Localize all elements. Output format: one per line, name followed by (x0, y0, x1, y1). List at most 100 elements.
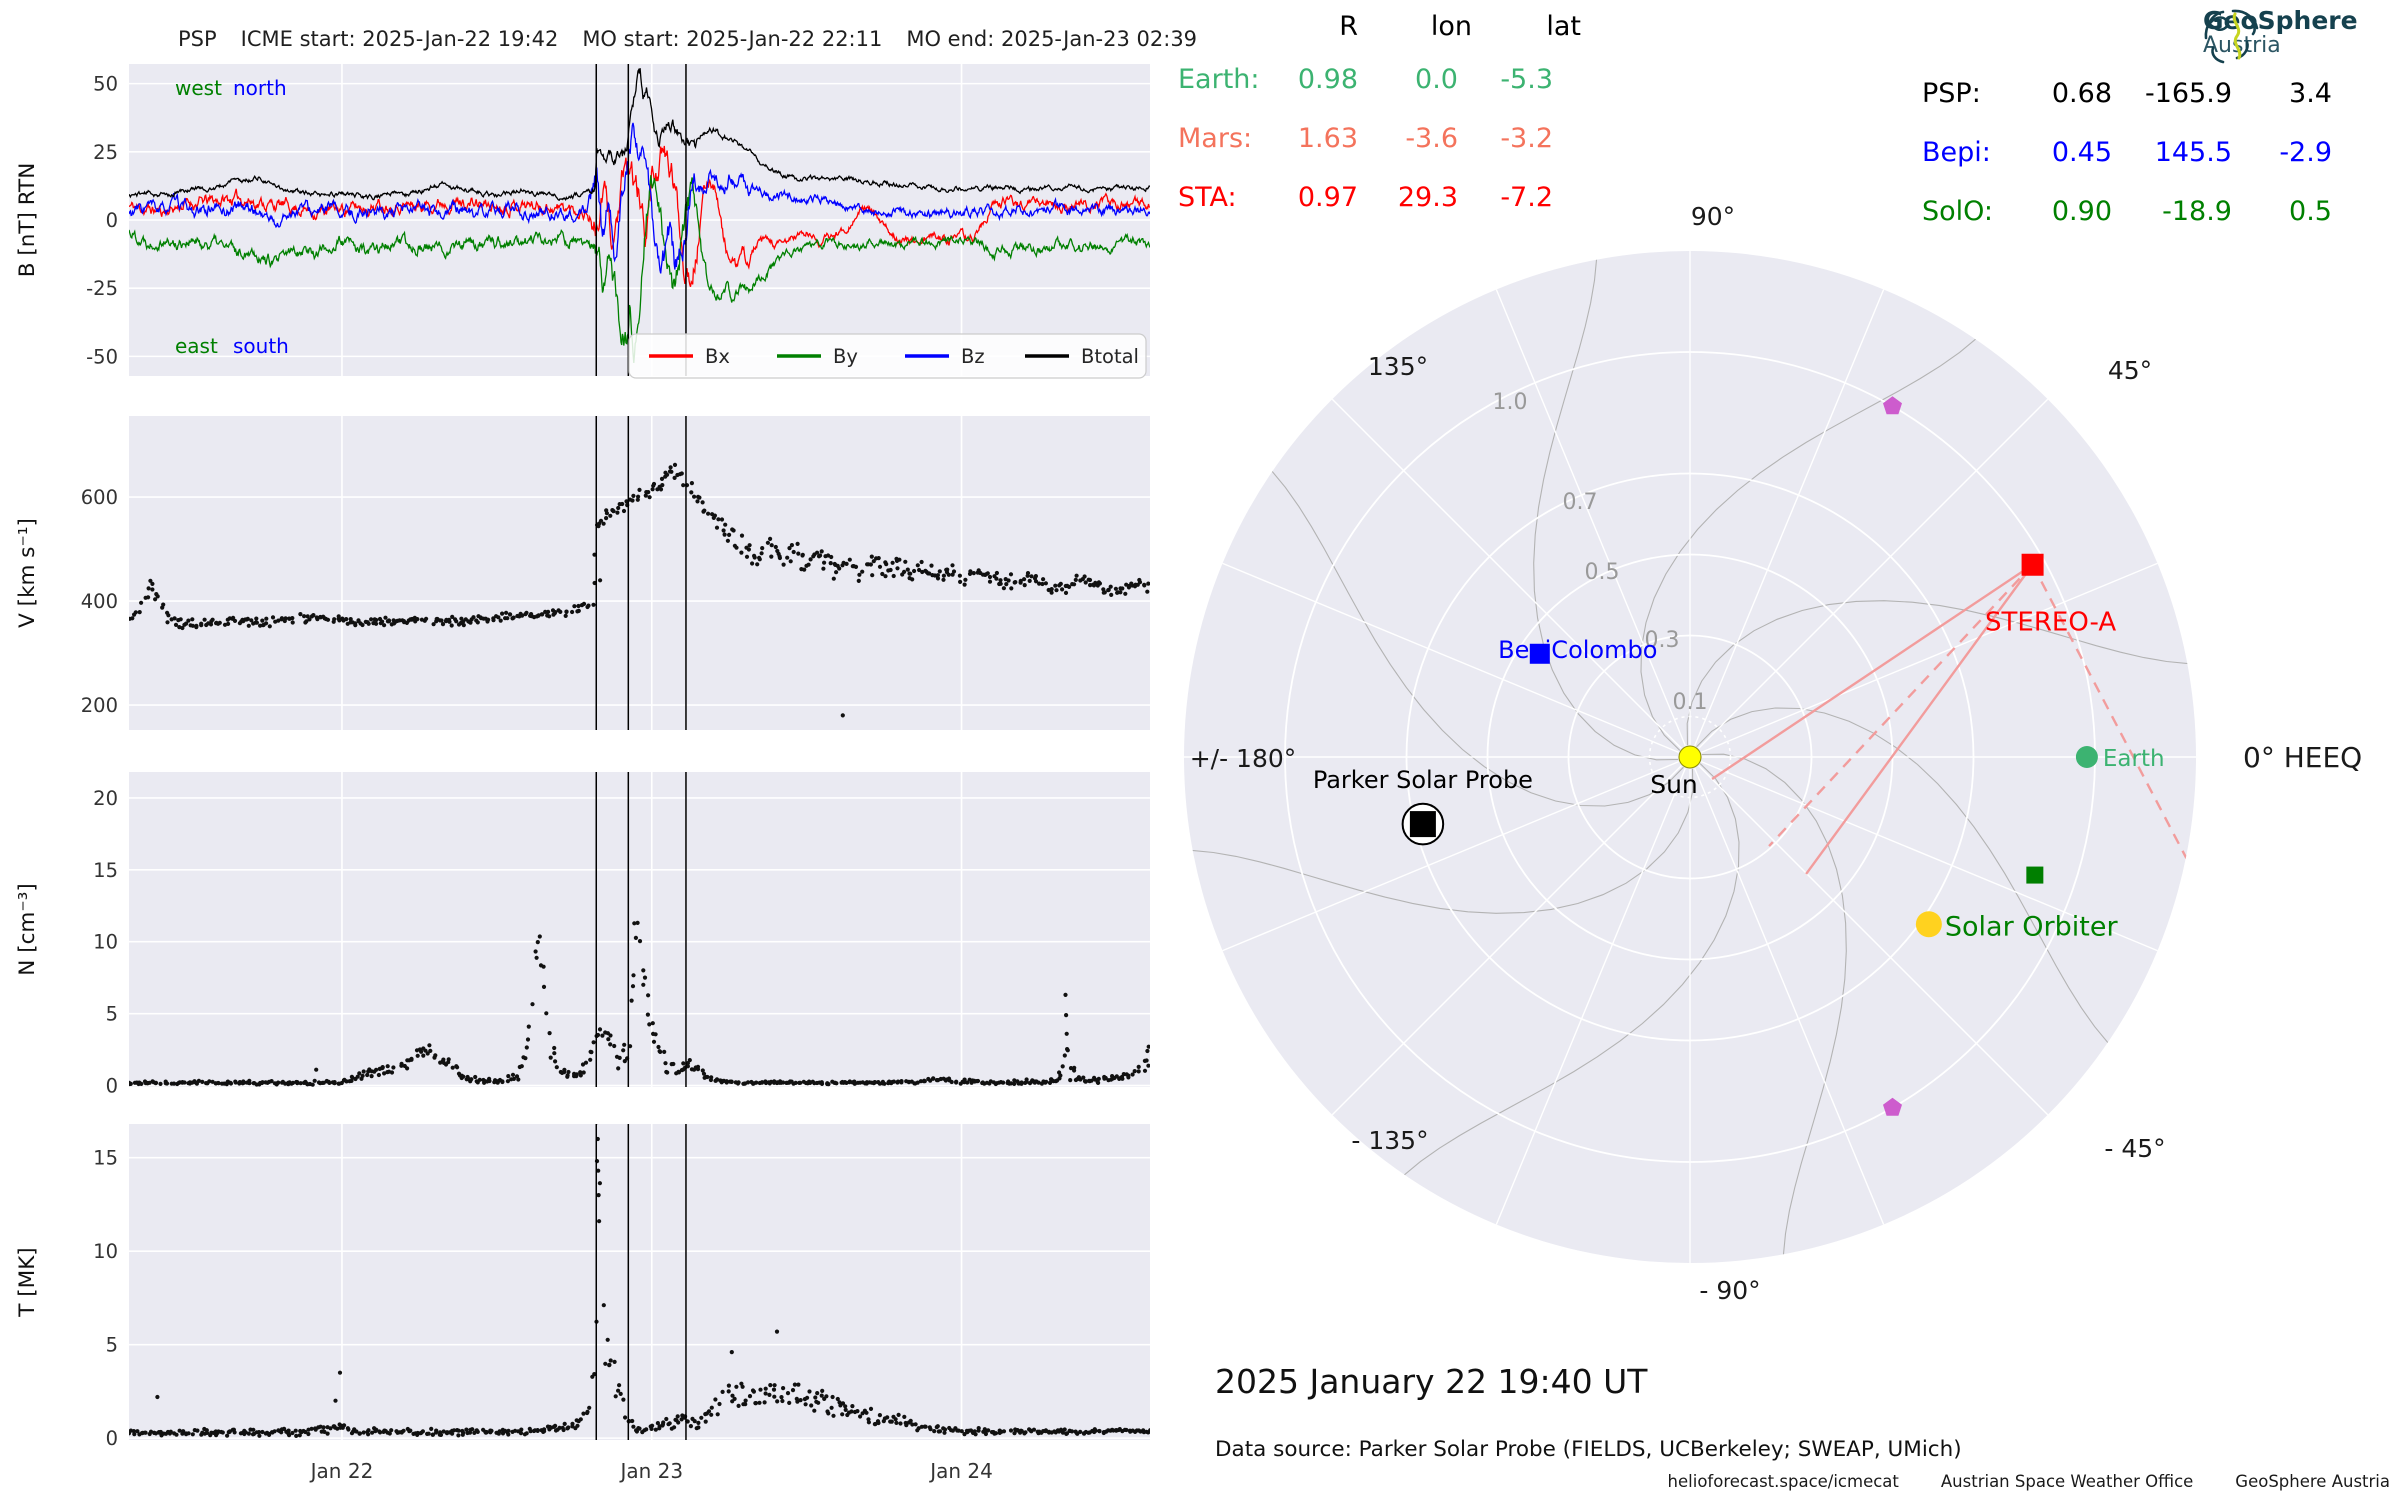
svg-text:10: 10 (93, 931, 118, 954)
title-psp: PSP (178, 27, 217, 51)
body-name: Mars: (1178, 123, 1253, 154)
svg-text:Jan 22: Jan 22 (309, 1459, 374, 1483)
panel-n-data (129, 920, 1150, 1087)
position-row-solo: SolO: 0.90 -18.9 0.5 (1922, 182, 2332, 241)
map-datetime-label: 2025 January 22 19:40 UT (1215, 1362, 1648, 1401)
logo-subtitle: Austria (2203, 33, 2281, 59)
body-r: 0.97 (1297, 182, 1358, 213)
panel-t: 0 5 10 15 T [MK] Jan 22 Jan 23 Jan 24 (15, 1124, 1150, 1483)
title-icme: ICME start: 2025-Jan-22 19:42 (240, 27, 559, 51)
panel-t-data (129, 1124, 1150, 1438)
body-l5-point (1883, 1097, 1902, 1116)
body-lon: -165.9 (2144, 78, 2232, 109)
body-bepicolombo: BepiColombo (1498, 636, 1657, 664)
position-row-mars: Mars: 1.63 -3.6 -3.2 (1178, 109, 1595, 168)
body-name: Earth: (1178, 64, 1260, 95)
body-r: 0.45 (2051, 137, 2112, 168)
heliosphere-map: 0.1 0.3 0.5 0.7 1.0 90° 45° 0° HEEQ - 45° - 90° - … (1184, 202, 2362, 1305)
svg-text:200: 200 (81, 694, 118, 717)
body-name: SolO: (1922, 196, 1994, 227)
r-tick-label: 0.7 (1563, 490, 1598, 515)
col-header-R: R (1339, 10, 1358, 42)
body-stereo-a: STEREO-A (1985, 553, 2116, 638)
series-by (129, 175, 1150, 364)
svg-text:15: 15 (93, 1147, 118, 1170)
body-lon: 29.3 (1397, 182, 1458, 213)
legend-label-bx: Bx (705, 345, 730, 368)
title-mo-start: MO start: 2025-Jan-22 22:11 (582, 27, 883, 51)
body-lat: -7.2 (1500, 182, 1553, 213)
body-earth: Earth (2075, 746, 2165, 772)
data-source-note: Data source: Parker Solar Probe (FIELDS,… (1215, 1437, 1962, 1462)
body-lon: -18.9 (2162, 196, 2232, 227)
svg-text:5: 5 (106, 1334, 118, 1357)
body-lon: -3.6 (1405, 123, 1458, 154)
svg-text:east: east (175, 334, 218, 358)
r-tick-label: 0.5 (1585, 560, 1620, 585)
geosphere-logo: GeoSphere Austria (2203, 6, 2358, 64)
theta-label: - 45° (2104, 1134, 2165, 1163)
body-lat: -3.2 (1500, 123, 1553, 154)
r-tick-label: 1.0 (1493, 390, 1528, 415)
position-row-earth: Earth: 0.98 0.0 -5.3 (1178, 50, 1595, 109)
svg-text:50: 50 (93, 73, 118, 96)
title-mo-end: MO end: 2025-Jan-23 02:39 (906, 27, 1198, 51)
body-solar-orbiter (2026, 866, 2044, 884)
body-name: STA: (1178, 182, 1237, 213)
plot-title: PSP ICME start: 2025-Jan-22 19:42 MO sta… (178, 27, 1197, 51)
theta-label: 45° (2108, 356, 2152, 385)
svg-text:west: west (175, 76, 222, 100)
body-name: Bepi: (1922, 137, 1991, 168)
panel-n: 0 5 10 15 20 N [cm⁻³] (15, 772, 1150, 1098)
svg-text:400: 400 (81, 590, 118, 613)
body-label-earth: Earth (2103, 746, 2165, 772)
body-label-bepicolombo: BepiColombo (1498, 636, 1657, 664)
svg-text:-50: -50 (86, 345, 118, 368)
position-row-bepi: Bepi: 0.45 145.5 -2.9 (1922, 123, 2332, 182)
body-r: 0.90 (2051, 196, 2112, 227)
svg-text:600: 600 (81, 486, 118, 509)
col-header-lat: lat (1546, 10, 1581, 42)
credit-office: Austrian Space Weather Office (1940, 1472, 2194, 1491)
body-lon: 0.0 (1415, 64, 1458, 95)
body-l4-point (1883, 396, 1902, 415)
body-label-parker-solar-probe: Parker Solar Probe (1313, 766, 1533, 794)
body-parker-solar-probe: Parker Solar Probe (1313, 766, 1533, 846)
body-name: PSP: (1922, 78, 1981, 109)
svg-text:T [MK]: T [MK] (15, 1247, 40, 1317)
credits-line: helioforecast.space/icmecat Austrian Spa… (1668, 1472, 2390, 1491)
svg-text:-25: -25 (86, 277, 118, 300)
svg-text:20: 20 (93, 787, 118, 810)
body-label-stereo-a: STEREO-A (1985, 608, 2116, 638)
credit-org: GeoSphere Austria (2235, 1472, 2390, 1491)
body-venus: Solar Orbiter (1915, 911, 2119, 942)
svg-text:25: 25 (93, 141, 118, 164)
panel-v: 200 400 600 V [km s⁻¹] (15, 416, 1150, 730)
credit-link[interactable]: helioforecast.space/icmecat (1667, 1472, 1899, 1491)
svg-text:Jan 24: Jan 24 (928, 1459, 993, 1483)
body-lat: 3.4 (2289, 78, 2332, 109)
svg-text:B [nT] RTN: B [nT] RTN (15, 163, 40, 278)
body-label-venus: Solar Orbiter (1945, 911, 2119, 942)
sta-fov-line-solid (1805, 564, 2034, 875)
position-row-psp: PSP: 0.68 -165.9 3.4 (1922, 64, 2332, 123)
body-sun: Sun (1650, 745, 1702, 799)
theta-label: 90° (1691, 202, 1735, 231)
svg-text:N [cm⁻³]: N [cm⁻³] (15, 883, 40, 975)
sta-fov-line-solid (1711, 563, 2034, 781)
panel-b-data (129, 67, 1150, 364)
legend-label-btotal: Btotal (1081, 345, 1139, 368)
theta-label: 135° (1368, 352, 1428, 381)
series-bz (129, 122, 1150, 274)
svg-text:north: north (233, 76, 287, 100)
r-tick-label: 0.3 (1645, 628, 1680, 653)
logo-title: GeoSphere (2203, 6, 2358, 35)
svg-text:5: 5 (106, 1003, 118, 1026)
body-r: 1.63 (1297, 123, 1358, 154)
theta-label: - 90° (1699, 1276, 1760, 1305)
body-r: 0.68 (2051, 78, 2112, 109)
